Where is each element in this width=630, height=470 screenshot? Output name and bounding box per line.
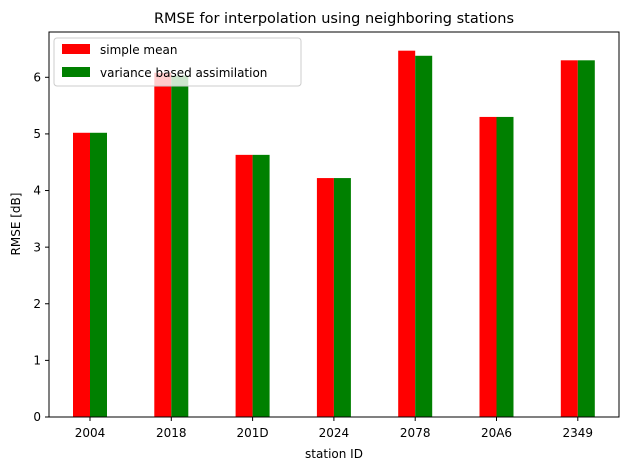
x-tick-label-2024: 2024 — [319, 426, 350, 440]
bars-group — [73, 50, 595, 418]
y-tick-label-5: 5 — [33, 127, 41, 141]
x-axis-label: station ID — [305, 447, 363, 461]
x-tick-label-2018: 2018 — [156, 426, 187, 440]
x-tick-label-2349: 2349 — [563, 426, 594, 440]
y-axis-ticks: 0 1 2 3 4 5 6 — [33, 70, 49, 424]
x-tick-label-201d: 201D — [237, 426, 269, 440]
bar-simple-mean-2078 — [398, 50, 416, 418]
bar-variance-based-assimilation-201d — [252, 154, 270, 418]
bar-variance-based-assimilation-2004 — [90, 132, 107, 417]
y-tick-label-6: 6 — [33, 70, 41, 84]
bar-variance-based-assimilation-2349 — [577, 60, 595, 418]
y-tick-label-4: 4 — [33, 184, 41, 198]
bar-simple-mean-2004 — [73, 132, 90, 417]
bar-simple-mean-2018 — [154, 72, 172, 417]
bar-variance-based-assimilation-20a6 — [496, 116, 514, 418]
legend-swatch-variance-based-assimilation — [62, 67, 90, 77]
bar-simple-mean-20a6 — [479, 116, 497, 418]
bar-simple-mean-2349 — [560, 60, 578, 418]
bar-variance-based-assimilation-2018 — [171, 75, 189, 417]
y-tick-label-0: 0 — [33, 410, 41, 424]
legend-label-variance-based-assimilation: variance based assimilation — [100, 66, 267, 80]
y-tick-label-1: 1 — [33, 354, 41, 368]
chart-title: RMSE for interpolation using neighboring… — [154, 11, 514, 27]
y-axis-label: RMSE [dB] — [9, 193, 23, 256]
y-tick-label-3: 3 — [33, 240, 41, 254]
x-axis-ticks: 2004 2018 201D 2024 2078 20A6 2349 — [75, 417, 593, 440]
bar-simple-mean-201d — [235, 154, 253, 418]
x-tick-label-2078: 2078 — [400, 426, 431, 440]
x-tick-label-2004: 2004 — [75, 426, 106, 440]
bar-simple-mean-2024 — [316, 178, 334, 417]
legend-label-simple-mean: simple mean — [100, 43, 177, 57]
x-tick-label-20a6: 20A6 — [481, 426, 512, 440]
legend: simple mean variance based assimilation — [53, 37, 302, 87]
bar-variance-based-assimilation-2078 — [415, 55, 433, 417]
bar-variance-based-assimilation-2024 — [333, 178, 351, 417]
y-tick-label-2: 2 — [33, 297, 41, 311]
legend-box — [53, 37, 302, 87]
legend-swatch-simple-mean — [62, 44, 90, 54]
